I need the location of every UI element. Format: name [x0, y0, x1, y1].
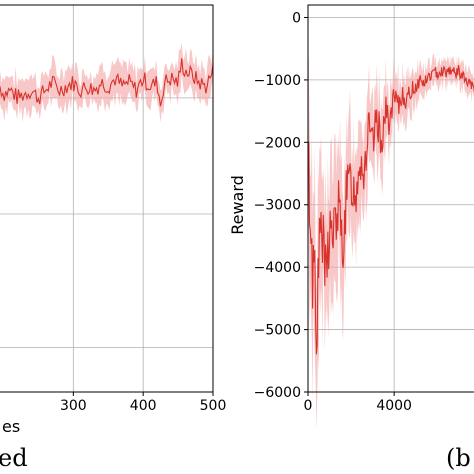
panel-b-ytick-label: −3000: [254, 198, 301, 214]
panel-a-xlabel: es: [2, 417, 20, 436]
panel-a-xtick-label: 400: [130, 398, 157, 414]
panel-b-confidence-band: [308, 53, 474, 432]
panel-b-mean-line: [307, 65, 474, 355]
panel-b-ytick-label: 0: [292, 10, 301, 26]
panel-a: 300 400 500 es ed: [0, 4, 226, 472]
panel-b-ytick-label: −2000: [254, 135, 301, 151]
panel-b-ylabel: Reward: [228, 175, 247, 235]
panel-b-xtick-label: 4000: [376, 398, 412, 414]
panel-b-ytick-label: −4000: [254, 260, 301, 276]
panel-b-ytick-label: −1000: [254, 73, 301, 89]
panel-b-xtick-label: 0: [304, 398, 313, 414]
panel-b-caption: (b: [446, 444, 471, 472]
panel-b-frame: [307, 4, 474, 393]
panel-a-ticks: 300 400 500: [60, 392, 226, 414]
panel-b-ytick-label: −5000: [254, 323, 301, 339]
panel-a-xtick-label: 500: [200, 398, 227, 414]
panel-a-mean-line: [0, 58, 214, 107]
panel-a-frame: [0, 4, 214, 393]
panel-a-confidence-band: [0, 43, 213, 123]
panel-b-ytick-label: −6000: [254, 385, 301, 401]
panel-a-caption: ed: [0, 444, 28, 472]
panel-a-xtick-label: 300: [60, 398, 87, 414]
